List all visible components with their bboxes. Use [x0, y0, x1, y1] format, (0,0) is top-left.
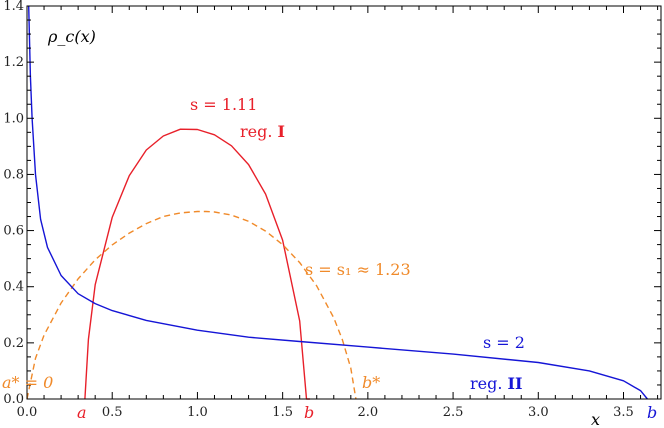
series-line-1	[26, 210, 357, 400]
y-tick-label: 0.2	[3, 336, 24, 351]
curves	[26, 5, 648, 400]
annotation-b-star: b*	[362, 373, 380, 392]
y-tick-label: 1.2	[3, 55, 24, 70]
annotation-s111: s = 1.11	[190, 95, 257, 114]
x-tick-label: 3.5	[613, 405, 634, 420]
plot-frame	[26, 5, 662, 400]
annotation-b-blue: b	[647, 403, 657, 422]
y-axis-label: ρ_c(x)	[47, 27, 96, 46]
annotation-a: a	[77, 403, 87, 422]
annotation-b-red: b	[304, 403, 314, 422]
annotation-s123: s = s₁ ≈ 1.23	[305, 260, 411, 279]
y-tick-label: 1.4	[3, 0, 24, 14]
annotation-a-star: a* = 0	[2, 373, 53, 392]
annotation-s2: s = 2	[483, 333, 525, 352]
x-tick-label: 2.5	[443, 405, 464, 420]
x-tick-label: 1.5	[272, 405, 293, 420]
x-tick-label: 1.0	[187, 405, 208, 420]
x-tick-label: 0.5	[102, 405, 123, 420]
y-tick-label: 0.8	[3, 167, 24, 182]
x-tick-label: 0.0	[17, 405, 38, 420]
annotation-reg-I: reg. I	[240, 122, 285, 141]
y-tick-label: 0.0	[3, 392, 24, 407]
x-axis-label: x	[591, 410, 600, 428]
y-tick-label: 1.0	[3, 111, 24, 126]
axis-ticks: 0.0 0.5 1.0 1.5 2.0 2.5 3.0 3.5 0.0 0.2 0.4 0.6 0.8 1…	[3, 0, 661, 420]
series-line-0	[84, 128, 310, 400]
annotation-reg-II: reg. II	[470, 374, 523, 393]
series-line-2	[28, 5, 648, 400]
y-tick-label: 0.4	[3, 280, 24, 295]
y-tick-label: 0.6	[3, 224, 24, 239]
x-tick-label: 3.0	[528, 405, 549, 420]
x-tick-label: 2.0	[358, 405, 379, 420]
